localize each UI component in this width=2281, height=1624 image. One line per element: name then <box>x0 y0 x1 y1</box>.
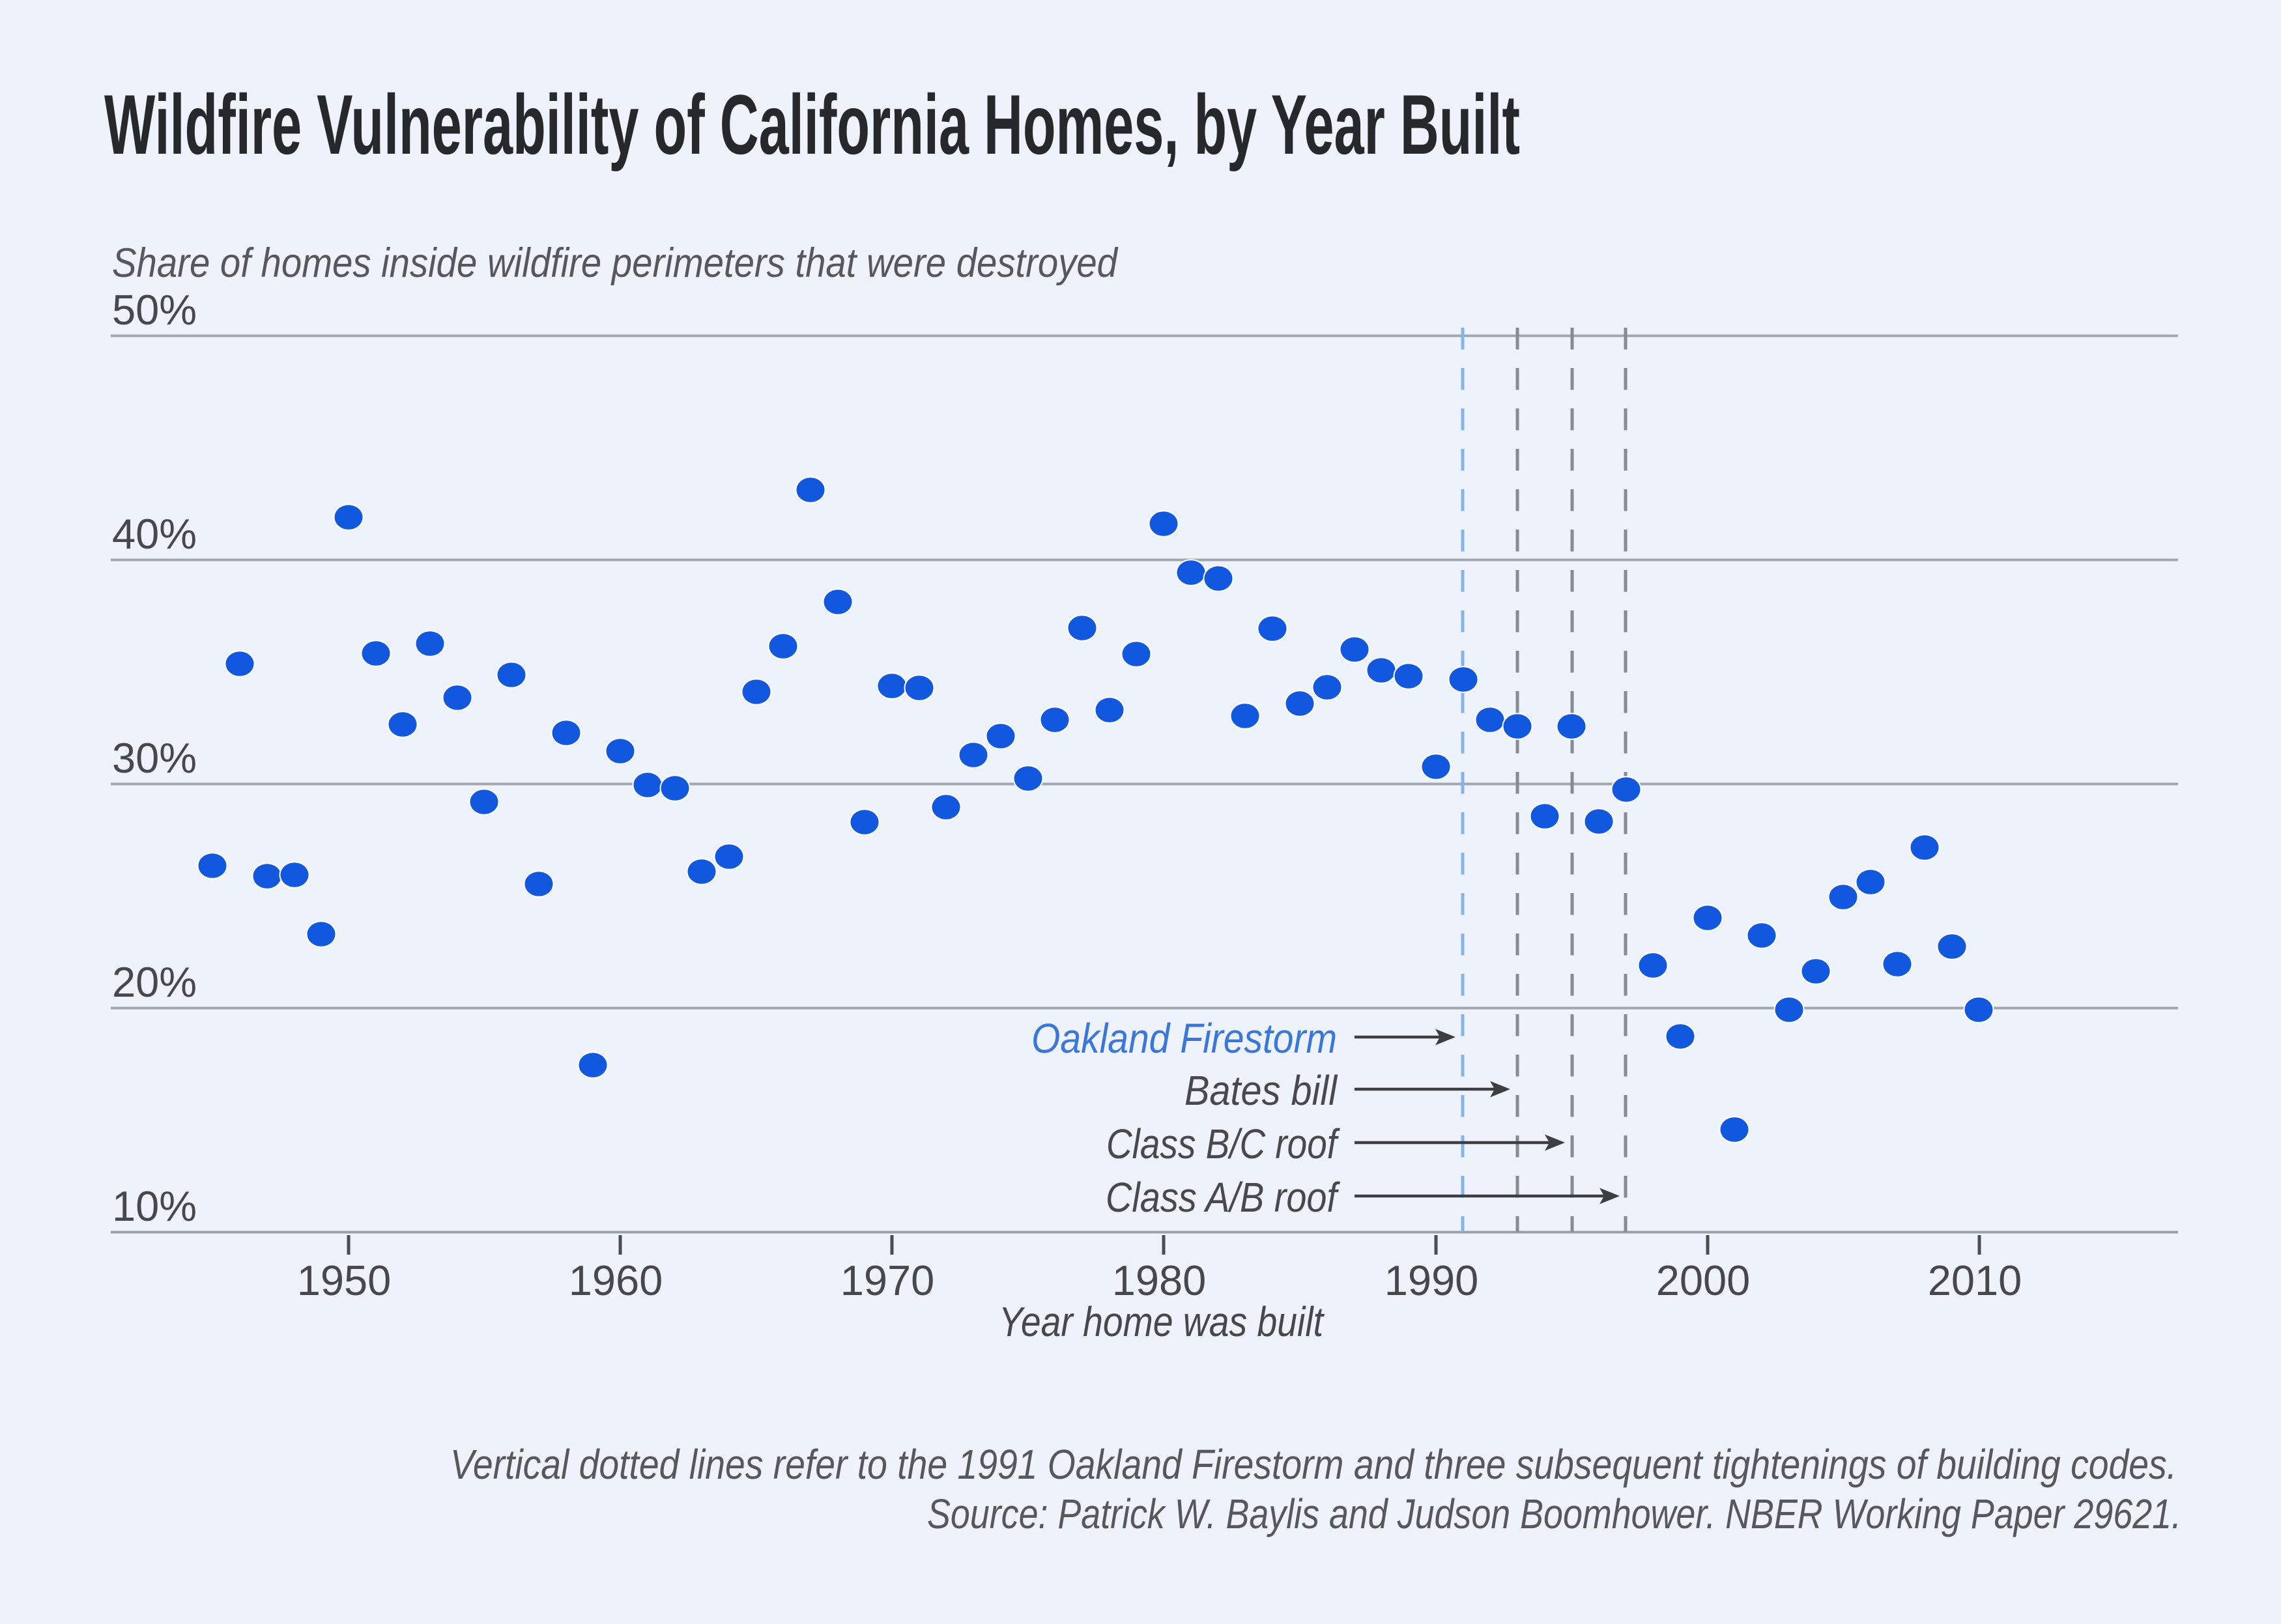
svg-text:1990: 1990 <box>1384 1257 1479 1304</box>
svg-text:Wildfire Vulnerability of Cali: Wildfire Vulnerability of California Hom… <box>104 77 1520 172</box>
svg-text:40%: 40% <box>112 510 197 558</box>
svg-text:1970: 1970 <box>840 1257 935 1304</box>
svg-text:Share of homes inside wildfire: Share of homes inside wildfire perimeter… <box>112 240 1119 286</box>
svg-text:2010: 2010 <box>1928 1257 2022 1304</box>
svg-text:1960: 1960 <box>569 1257 663 1304</box>
svg-text:Class A/B roof: Class A/B roof <box>1106 1174 1340 1221</box>
svg-text:Class B/C roof: Class B/C roof <box>1106 1120 1340 1167</box>
svg-text:50%: 50% <box>112 286 197 334</box>
svg-text:30%: 30% <box>112 734 197 782</box>
svg-text:2000: 2000 <box>1656 1257 1751 1304</box>
svg-text:Source: Patrick W. Baylis and: Source: Patrick W. Baylis and Judson Boo… <box>927 1490 2181 1537</box>
svg-text:1980: 1980 <box>1112 1257 1207 1304</box>
svg-text:10%: 10% <box>112 1182 197 1230</box>
svg-text:Year home was built: Year home was built <box>999 1298 1325 1345</box>
svg-text:Bates bill: Bates bill <box>1184 1067 1338 1114</box>
svg-text:1950: 1950 <box>297 1257 392 1304</box>
svg-text:20%: 20% <box>112 958 197 1006</box>
svg-text:Vertical dotted lines refer to: Vertical dotted lines refer to the 1991 … <box>450 1441 2177 1488</box>
svg-text:Oakland Firestorm: Oakland Firestorm <box>1031 1015 1337 1062</box>
